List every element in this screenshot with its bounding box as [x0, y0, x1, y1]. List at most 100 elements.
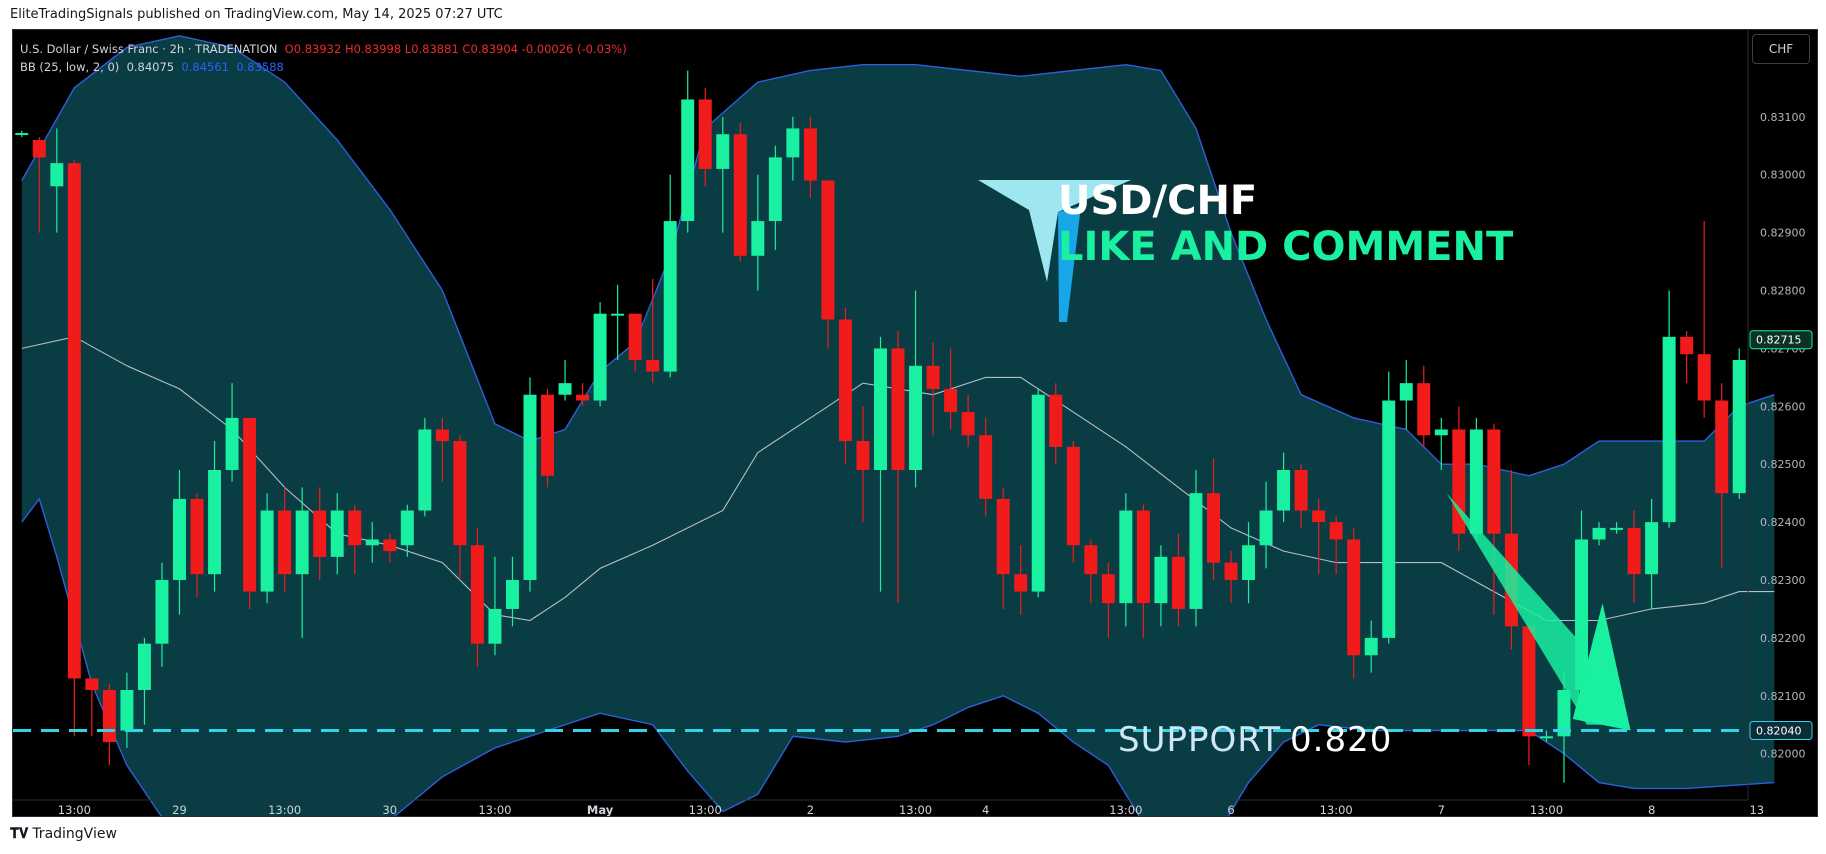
- legend-symbol-row: U.S. Dollar / Swiss Franc · 2h · TRADENA…: [20, 40, 627, 58]
- candle: [208, 470, 222, 575]
- candle: [1031, 394, 1045, 592]
- candle: [681, 99, 695, 222]
- chart-panel[interactable]: 0.832000.831000.830000.829000.828000.827…: [12, 29, 1818, 817]
- candle: [663, 221, 677, 372]
- x-tick-label: 13:00: [268, 803, 301, 816]
- publisher-header: EliteTradingSignals published on Trading…: [10, 7, 503, 22]
- candle: [1539, 736, 1553, 739]
- candle: [611, 313, 625, 316]
- candle: [961, 412, 975, 436]
- x-tick-label: 7: [1438, 803, 1445, 816]
- candle: [1715, 400, 1729, 494]
- candle: [1224, 562, 1238, 580]
- x-tick-label: 13:00: [58, 803, 91, 816]
- candle: [1242, 545, 1256, 580]
- x-tick-label: 13: [1749, 803, 1764, 816]
- brand-logo-icon: [978, 180, 1131, 282]
- candle: [944, 388, 958, 413]
- candle: [874, 348, 887, 470]
- candle: [979, 435, 993, 499]
- candle: [821, 180, 835, 320]
- y-tick-label: 0.82500: [1760, 458, 1806, 471]
- candle: [155, 580, 169, 644]
- candle: [1259, 510, 1273, 546]
- candle: [85, 678, 99, 690]
- y-tick-label: 0.82600: [1760, 400, 1806, 413]
- price-tag: [1749, 330, 1813, 350]
- candle: [1434, 429, 1448, 436]
- candle: [278, 510, 292, 575]
- candle: [383, 539, 397, 552]
- candle: [330, 510, 344, 557]
- candle: [1347, 539, 1361, 656]
- x-tick-label: 2: [807, 803, 814, 816]
- candle: [1312, 510, 1326, 523]
- legend-symbol[interactable]: U.S. Dollar / Swiss Franc · 2h · TRADENA…: [20, 42, 278, 56]
- legend-bb-lower: 0.83588: [236, 60, 284, 74]
- candle: [102, 690, 116, 743]
- y-tick-label: 0.82400: [1760, 516, 1806, 529]
- legend-close: C0.83904: [462, 42, 519, 56]
- x-tick-label: 8: [1648, 803, 1655, 816]
- brand-logo-stem: [1058, 206, 1081, 322]
- x-tick-label: 4: [982, 803, 989, 816]
- candle: [1522, 626, 1536, 737]
- candle: [558, 383, 572, 395]
- candle: [1557, 690, 1571, 737]
- y-tick-label: 0.82200: [1760, 632, 1806, 645]
- candle: [505, 580, 519, 609]
- candle: [698, 99, 712, 169]
- price-tag-label: 0.82040: [1756, 725, 1802, 738]
- legend-bb-basis: 0.84075: [126, 60, 175, 74]
- x-tick-label: May: [587, 803, 614, 816]
- currency-button[interactable]: CHF: [1752, 34, 1810, 64]
- candle: [365, 539, 379, 546]
- candle: [50, 163, 64, 187]
- candle: [225, 417, 239, 470]
- y-tick-label: 0.82100: [1760, 690, 1806, 703]
- candle: [856, 441, 870, 470]
- candle: [1101, 574, 1115, 604]
- candle: [453, 441, 467, 546]
- candle: [1206, 493, 1220, 563]
- x-tick-label: 13:00: [1109, 803, 1142, 816]
- footer-brand-text: TradingView: [32, 826, 117, 842]
- candle: [1066, 446, 1080, 546]
- x-tick-label: 30: [382, 803, 397, 816]
- support-label: SUPPORT: [1118, 720, 1282, 760]
- candle: [348, 510, 362, 546]
- candle: [786, 128, 800, 158]
- candle: [313, 510, 327, 557]
- candle: [1399, 383, 1413, 401]
- candle: [1136, 510, 1150, 604]
- candle: [120, 690, 134, 731]
- x-tick-label: 13:00: [1530, 803, 1563, 816]
- legend-bb-row: BB (25, low, 2, 0) 0.84075 0.84561 0.835…: [20, 58, 627, 76]
- x-tick-label: 13:00: [899, 803, 932, 816]
- legend-open: O0.83932: [284, 42, 342, 56]
- candle: [1277, 470, 1291, 511]
- tradingview-logo-icon: 𝐓𝐕: [10, 826, 29, 842]
- candle: [1154, 556, 1168, 604]
- candle: [996, 498, 1010, 575]
- y-tick-label: 0.82300: [1760, 574, 1806, 587]
- candle: [260, 510, 274, 592]
- candle: [768, 157, 782, 222]
- legend-change: -0.00026 (-0.03%): [521, 42, 627, 56]
- candle: [1697, 354, 1711, 401]
- bb-upper-line: [21, 35, 1775, 477]
- candle: [1382, 400, 1396, 638]
- candle: [1680, 336, 1694, 355]
- candle: [1294, 470, 1308, 511]
- footer-branding[interactable]: 𝐓𝐕 TradingView: [10, 826, 117, 842]
- x-tick-label: 13:00: [478, 803, 511, 816]
- candle: [295, 510, 309, 575]
- x-tick-label: 13:00: [689, 803, 722, 816]
- candle: [541, 394, 555, 476]
- candle: [1014, 574, 1028, 592]
- legend-bb-upper: 0.84561: [181, 60, 229, 74]
- candle: [137, 643, 151, 690]
- chart-plot[interactable]: 0.832000.831000.830000.829000.828000.827…: [13, 30, 1817, 816]
- legend-bb-name[interactable]: BB (25, low, 2, 0): [20, 60, 120, 74]
- candle: [15, 133, 29, 136]
